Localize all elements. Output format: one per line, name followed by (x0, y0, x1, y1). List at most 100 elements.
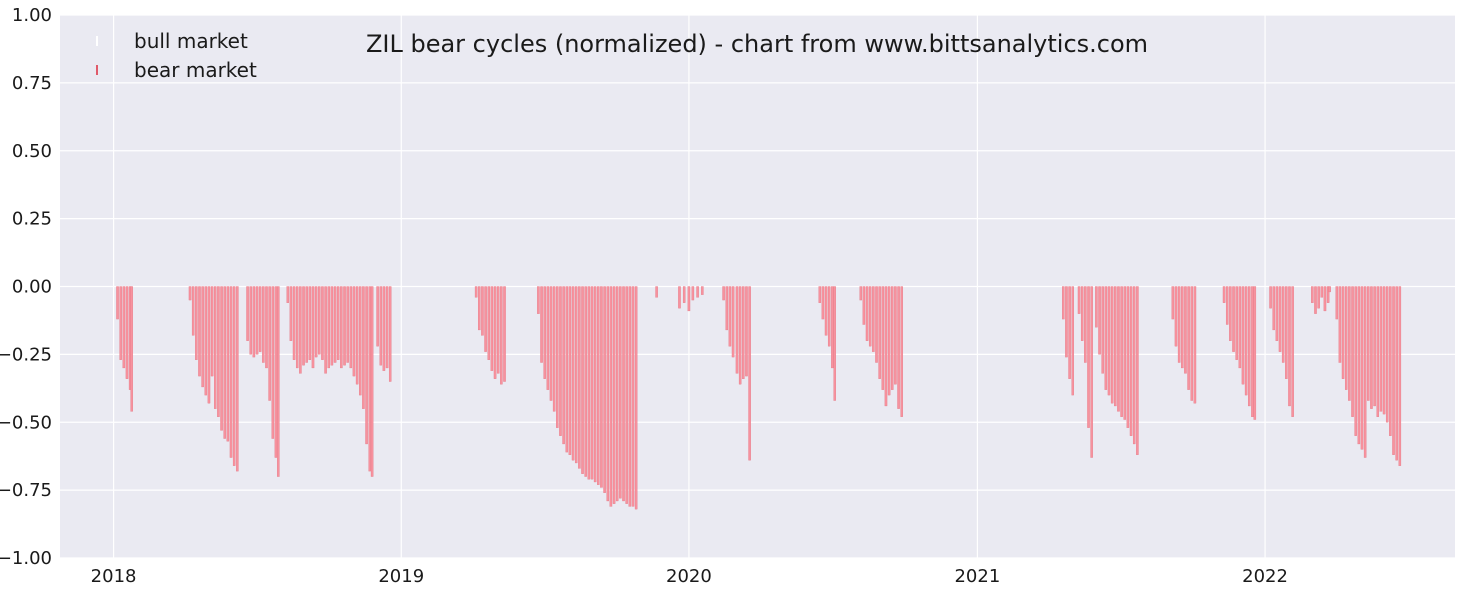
bear-bar (1326, 286, 1330, 303)
bear-bar (258, 286, 262, 352)
bear-bar (1344, 286, 1348, 390)
bear-bar (731, 286, 735, 358)
bear-bar (496, 286, 500, 374)
bear-bar (198, 286, 201, 377)
bear-bar (722, 286, 725, 301)
bear-bar (503, 286, 506, 382)
bear-bar (1098, 286, 1101, 355)
bear-bar (299, 286, 302, 374)
bear-bar (745, 286, 748, 377)
bear-bar (382, 286, 386, 371)
bear-bar (1379, 286, 1383, 412)
bear-bar (122, 286, 126, 369)
bear-bar (1251, 286, 1254, 417)
bear-bar (682, 286, 686, 303)
bear-bar (549, 286, 553, 401)
bear-bar (349, 286, 353, 369)
bear-bar (265, 286, 268, 369)
bear-bar (1341, 286, 1345, 379)
bear-bar (204, 286, 208, 396)
bear-bar (628, 286, 632, 507)
bear-bar (1229, 286, 1232, 341)
y-tick-label: −0.25 (0, 344, 52, 365)
bear-bar (1338, 286, 1342, 363)
bear-bar (295, 286, 299, 369)
bear-bar (701, 286, 704, 295)
bear-bar (292, 286, 296, 360)
y-tick-label: 0.75 (12, 73, 52, 94)
bear-bar (887, 286, 891, 396)
bear-bar (1107, 286, 1111, 396)
legend: bull market bear market (96, 29, 257, 82)
bear-bar (687, 286, 691, 312)
bear-bar (1077, 286, 1081, 314)
bear-bar (1357, 286, 1361, 445)
bear-bar (286, 286, 290, 303)
bear-bar (1323, 286, 1327, 312)
bear-bar (365, 286, 368, 445)
bear-bar (556, 286, 559, 428)
y-tick-label: 1.00 (12, 5, 52, 26)
y-tick-label: −1.00 (0, 548, 52, 569)
bear-bar (1335, 286, 1339, 320)
bear-bar (201, 286, 204, 388)
bear-bar (587, 286, 591, 480)
bear-bar (327, 286, 330, 369)
bear-bar (571, 286, 575, 461)
bear-bar (748, 286, 751, 461)
bear-bar (324, 286, 327, 374)
bear-bar (634, 286, 638, 510)
bear-bar (214, 286, 217, 409)
bear-bar (1328, 286, 1331, 293)
bear-bar (1248, 286, 1251, 407)
bear-bar (1373, 286, 1376, 407)
bear-bar (474, 286, 478, 298)
bear-bar (207, 286, 211, 404)
bear-bar (875, 286, 878, 363)
bear-bar (1068, 286, 1071, 379)
bear-bar (1126, 286, 1130, 428)
bear-bar (868, 286, 872, 347)
chart-title: ZIL bear cycles (normalized) - chart fro… (366, 30, 1148, 58)
bear-bar (862, 286, 866, 325)
bear-bar (543, 286, 546, 379)
bear-bar (600, 286, 603, 488)
bear-bar (878, 286, 881, 379)
bear-bar (1225, 286, 1229, 325)
bear-bar (478, 286, 481, 331)
bear-bar (1314, 286, 1317, 314)
bear-bar (827, 286, 831, 347)
bear-bar (1285, 286, 1288, 379)
y-tick-label: 0.50 (12, 141, 52, 162)
bear-bar (346, 286, 349, 363)
bear-bar (1071, 286, 1075, 396)
bear-bar (1351, 286, 1354, 417)
bear-bar (277, 286, 280, 477)
y-tick-label: 0.25 (12, 209, 52, 230)
bear-bar (379, 286, 383, 366)
bear-bar (540, 286, 543, 363)
y-axis-ticks: 1.00 0.75 0.50 0.25 0.00 −0.25 −0.50 −0.75 −1.00 (0, 5, 52, 569)
bear-bar (268, 286, 271, 401)
bear-bar (1288, 286, 1291, 407)
bear-bar (1080, 286, 1084, 341)
bear-bar (271, 286, 275, 439)
x-tick-label: 2022 (1242, 566, 1288, 587)
bear-bar (1087, 286, 1090, 428)
bear-bar (1376, 286, 1380, 417)
bear-bar (119, 286, 122, 360)
bear-bar (1123, 286, 1127, 420)
bear-bar (597, 286, 600, 485)
bear-bar (1084, 286, 1087, 363)
bear-bar (831, 286, 834, 369)
bear-bar (900, 286, 903, 417)
bear-bar (330, 286, 334, 366)
y-tick-label: 0.00 (12, 277, 52, 298)
bear-bar (370, 286, 374, 477)
bear-bar (255, 286, 259, 355)
bear-bar (1278, 286, 1282, 352)
bear-bar (188, 286, 192, 301)
bear-bar (262, 286, 265, 363)
bear-bar (352, 286, 356, 377)
bear-bar (612, 286, 616, 504)
